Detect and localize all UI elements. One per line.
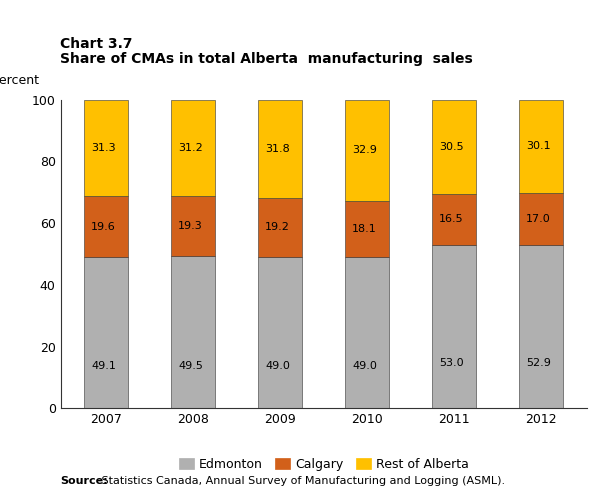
Bar <box>345 201 389 257</box>
Text: 49.0: 49.0 <box>352 361 377 371</box>
Bar <box>520 193 563 245</box>
Bar <box>345 100 389 201</box>
Bar <box>433 100 476 194</box>
Text: percent: percent <box>0 74 40 87</box>
Text: Chart 3.7: Chart 3.7 <box>60 37 133 51</box>
Bar <box>171 255 215 408</box>
Bar <box>433 194 476 245</box>
Text: 52.9: 52.9 <box>526 358 551 368</box>
Text: 49.5: 49.5 <box>178 361 203 371</box>
Text: 49.0: 49.0 <box>265 361 290 371</box>
Bar <box>85 196 128 257</box>
Text: 30.1: 30.1 <box>526 141 551 151</box>
Bar <box>520 100 563 193</box>
Text: 17.0: 17.0 <box>526 214 551 224</box>
Bar <box>520 245 563 408</box>
Text: 31.8: 31.8 <box>265 144 290 154</box>
Text: 53.0: 53.0 <box>439 358 463 368</box>
Text: 19.3: 19.3 <box>178 221 203 231</box>
Text: 19.6: 19.6 <box>91 222 116 232</box>
Legend: Edmonton, Calgary, Rest of Alberta: Edmonton, Calgary, Rest of Alberta <box>178 458 469 471</box>
Text: Share of CMAs in total Alberta  manufacturing  sales: Share of CMAs in total Alberta manufactu… <box>60 52 473 66</box>
Bar <box>433 245 476 408</box>
Text: 18.1: 18.1 <box>352 224 377 234</box>
Text: 19.2: 19.2 <box>265 223 290 233</box>
Text: 49.1: 49.1 <box>91 361 116 371</box>
Bar <box>171 196 215 255</box>
Bar <box>85 257 128 408</box>
Bar <box>258 100 302 198</box>
Text: 32.9: 32.9 <box>352 145 377 155</box>
Text: 30.5: 30.5 <box>439 142 463 152</box>
Bar <box>85 100 128 196</box>
Text: 31.3: 31.3 <box>91 143 116 153</box>
Text: Statistics Canada, Annual Survey of Manufacturing and Logging (ASML).: Statistics Canada, Annual Survey of Manu… <box>98 476 505 486</box>
Bar <box>258 257 302 408</box>
Text: 16.5: 16.5 <box>439 214 463 224</box>
Bar <box>171 100 215 196</box>
Text: 31.2: 31.2 <box>178 143 203 153</box>
Text: Source:: Source: <box>60 476 108 486</box>
Bar <box>258 198 302 257</box>
Bar <box>345 257 389 408</box>
